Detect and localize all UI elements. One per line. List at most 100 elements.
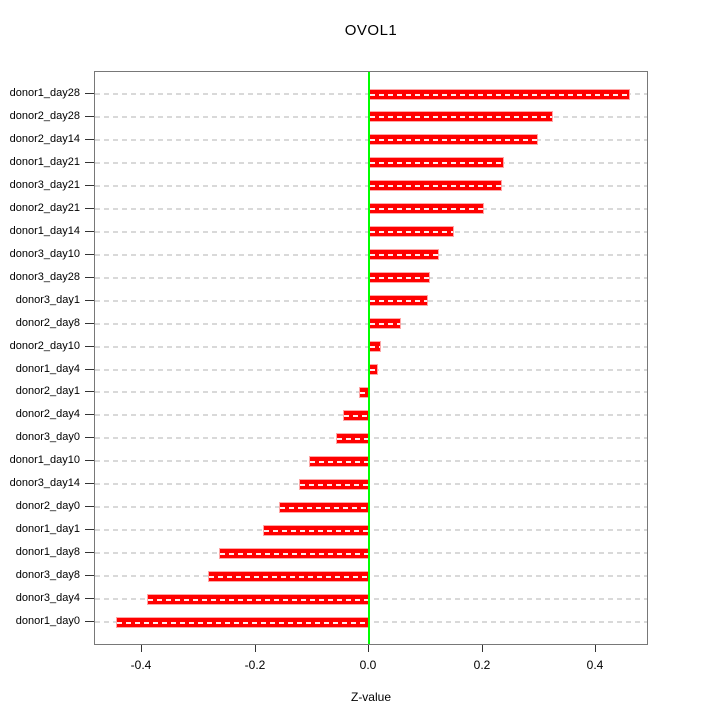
plot-area	[94, 71, 648, 645]
y-tick-label: donor3_day8	[15, 569, 80, 581]
bar-donor2_day14	[369, 134, 539, 146]
bar-donor2_day8	[369, 318, 401, 330]
y-tick	[85, 231, 94, 232]
y-tick	[85, 93, 94, 94]
bar-dash-pattern	[279, 506, 369, 509]
x-tick-label: 0.0	[359, 658, 377, 672]
y-tick-label: donor1_day1	[15, 523, 80, 535]
bar-donor2_day4	[342, 409, 370, 421]
y-tick	[85, 323, 94, 324]
y-tick	[85, 414, 94, 415]
y-tick	[85, 483, 94, 484]
bar-dash-pattern	[208, 575, 369, 578]
y-tick-label: donor2_day0	[15, 500, 80, 512]
y-tick	[85, 139, 94, 140]
gridline	[95, 460, 647, 463]
gridline	[95, 621, 647, 624]
bar-dash-pattern	[370, 346, 380, 349]
bar-donor3_day8	[207, 570, 370, 582]
y-tick	[85, 208, 94, 209]
bar-donor2_day0	[278, 501, 370, 513]
bar-dash-pattern	[359, 391, 369, 394]
y-tick-label: donor1_day28	[9, 87, 80, 99]
y-tick-label: donor3_day1	[15, 294, 80, 306]
zero-reference-line	[368, 72, 371, 644]
bar-dash-pattern	[309, 460, 369, 463]
y-tick-label: donor2_day1	[15, 385, 80, 397]
bar-donor1_day21	[369, 157, 504, 169]
gridline	[95, 506, 647, 509]
y-tick	[85, 300, 94, 301]
bar-dash-pattern	[220, 552, 369, 555]
y-tick	[85, 254, 94, 255]
bar-dash-pattern	[370, 369, 378, 372]
gridline	[95, 529, 647, 532]
y-tick-label: donor2_day4	[15, 408, 80, 420]
bar-dash-pattern	[337, 437, 369, 440]
y-tick-label: donor3_day4	[15, 592, 80, 604]
y-tick-label: donor2_day28	[9, 110, 80, 122]
y-tick	[85, 185, 94, 186]
x-tick-label: 0.2	[473, 658, 491, 672]
bar-dash-pattern	[370, 323, 400, 326]
y-tick-label: donor1_day4	[15, 363, 80, 375]
x-tick	[595, 645, 596, 652]
gridline	[95, 437, 647, 440]
bar-dash-pattern	[370, 254, 438, 257]
bar-donor1_day4	[369, 364, 379, 376]
bar-dash-pattern	[370, 185, 501, 188]
bar-dash-pattern	[370, 162, 503, 165]
bar-dash-pattern	[116, 621, 369, 624]
x-tick	[255, 645, 256, 652]
gridline	[95, 575, 647, 578]
y-tick-label: donor3_day28	[9, 271, 80, 283]
gridline	[95, 598, 647, 601]
bar-dash-pattern	[343, 414, 369, 417]
x-tick	[482, 645, 483, 652]
bar-dash-pattern	[370, 116, 552, 119]
y-tick-label: donor3_day14	[9, 477, 80, 489]
y-tick-label: donor3_day21	[9, 179, 80, 191]
bar-dash-pattern	[370, 93, 630, 96]
gridline	[95, 391, 647, 394]
y-tick-label: donor2_day14	[9, 133, 80, 145]
bar-donor2_day10	[369, 341, 381, 353]
bar-dash-pattern	[370, 300, 428, 303]
y-tick-label: donor3_day10	[9, 248, 80, 260]
y-tick-label: donor1_day8	[15, 546, 80, 558]
x-tick	[368, 645, 369, 652]
y-tick	[85, 437, 94, 438]
y-tick	[85, 506, 94, 507]
bar-donor3_day21	[369, 180, 502, 192]
y-tick	[85, 346, 94, 347]
bar-donor3_day14	[299, 478, 370, 490]
bar-donor3_day1	[369, 295, 429, 307]
x-axis-title: Z-value	[350, 690, 391, 704]
chart-title: OVOL1	[344, 22, 398, 39]
bar-dash-pattern	[370, 139, 538, 142]
bar-donor3_day10	[369, 249, 439, 261]
bar-donor1_day1	[262, 524, 370, 536]
bar-donor3_day4	[147, 593, 370, 605]
bar-dash-pattern	[370, 277, 429, 280]
bar-donor3_day0	[336, 432, 370, 444]
bar-donor2_day28	[369, 111, 553, 123]
bar-dash-pattern	[300, 483, 369, 486]
bar-donor1_day10	[308, 455, 370, 467]
x-tick	[141, 645, 142, 652]
gridline	[95, 414, 647, 417]
y-tick	[85, 162, 94, 163]
y-tick-label: donor1_day10	[9, 454, 80, 466]
bar-donor3_day28	[369, 272, 430, 284]
y-tick-label: donor1_day0	[15, 615, 80, 627]
y-tick	[85, 460, 94, 461]
y-tick	[85, 391, 94, 392]
bar-donor1_day28	[369, 88, 631, 100]
x-tick-label: -0.4	[130, 658, 152, 672]
y-tick-label: donor2_day21	[9, 202, 80, 214]
bar-dash-pattern	[370, 231, 454, 234]
bar-donor1_day0	[115, 616, 370, 628]
y-tick-label: donor1_day14	[9, 225, 80, 237]
bar-donor1_day8	[219, 547, 370, 559]
